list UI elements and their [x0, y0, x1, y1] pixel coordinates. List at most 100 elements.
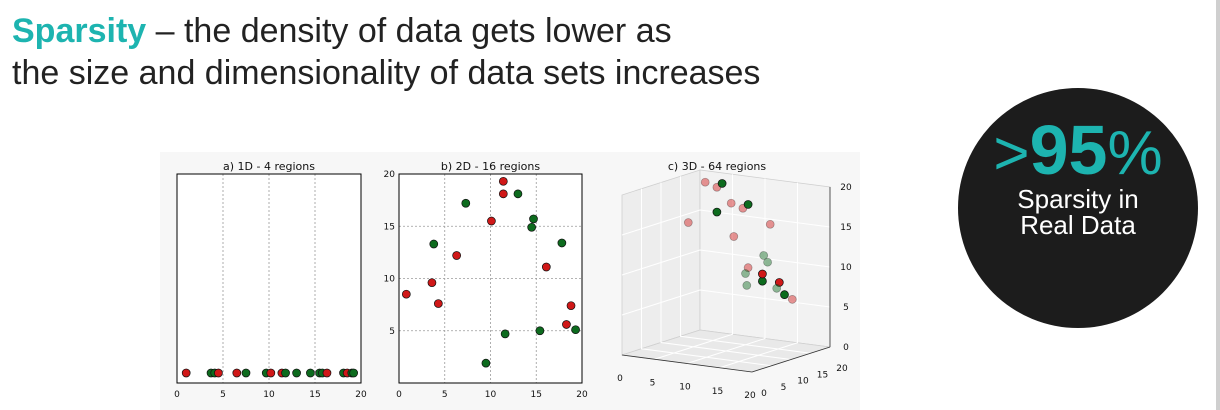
chart-b-point	[571, 325, 580, 335]
chart-c-point	[763, 257, 772, 267]
chart-a-point	[266, 368, 276, 378]
chart-a-point	[349, 368, 358, 378]
badge-stat: >95%	[958, 112, 1198, 192]
chart-c-y-tick-label: 10	[797, 377, 809, 387]
chart-c-point	[758, 269, 767, 279]
badge-value: 95	[1029, 111, 1108, 189]
right-edge-bar	[1216, 0, 1220, 410]
chart-c-point	[726, 198, 736, 208]
chart-c-y-axis	[751, 346, 831, 373]
chart-c-point	[759, 251, 769, 260]
chart-c-y-tick-label: 15	[817, 370, 828, 380]
chart-c-point	[765, 219, 775, 229]
sparsity-badge: >95% Sparsity in Real Data	[958, 88, 1198, 328]
chart-c-gridline	[660, 182, 792, 360]
chart-b-point	[513, 189, 523, 199]
chart-b-point	[498, 189, 508, 199]
sparsity-keyword: Sparsity	[12, 12, 147, 50]
chart-c-gridline	[621, 289, 831, 316]
badge-caption: Sparsity in Real Data	[958, 186, 1198, 238]
badge-caption-line-2: Real Data	[1020, 210, 1136, 240]
chart-a-title: a) 1D - 4 regions	[223, 160, 315, 173]
chart-a-point	[214, 368, 223, 378]
badge-percent: %	[1107, 119, 1163, 188]
chart-c-point	[758, 276, 767, 286]
chart-c-z-tick-label: 20	[840, 183, 852, 193]
chart-c-gridline	[719, 182, 798, 369]
chart-b-point	[527, 222, 537, 232]
chart-c-x-tick-label: 5	[650, 378, 656, 388]
chart-c-point	[743, 263, 753, 272]
chart-a-x-tick-label: 10	[263, 390, 275, 400]
chart-c-point	[717, 179, 727, 188]
badge-gt-sign: >	[993, 119, 1030, 188]
chart-c-z-tick-label: 5	[843, 303, 849, 313]
chart-b-point	[427, 278, 437, 288]
headline: Sparsity – the density of data gets lowe…	[12, 10, 760, 94]
chart-b-y-tick-label: 5	[389, 327, 395, 337]
badge-caption-line-1: Sparsity in	[1017, 184, 1139, 214]
chart-b-x-tick-label: 0	[396, 390, 402, 400]
chart-c-point	[712, 207, 722, 217]
chart-b-point	[557, 238, 567, 248]
chart-a-axes-frame	[176, 173, 362, 384]
chart-b-axes-frame	[398, 173, 583, 384]
chart-c-point	[741, 269, 750, 278]
chart-c-point	[780, 290, 789, 299]
chart-c-point	[683, 218, 693, 227]
chart-c-title: c) 3D - 64 regions	[668, 160, 767, 173]
chart-c-x-tick-label: 20	[744, 391, 756, 401]
chart-b-point	[529, 214, 538, 224]
chart-c-y-tick-label: 0	[761, 389, 767, 399]
chart-c-x-tick-label: 15	[712, 387, 723, 397]
chart-c-gridline	[686, 178, 766, 364]
chart-c-gridline	[641, 188, 772, 367]
chart-c-z-tick-label: 10	[840, 263, 852, 273]
chart-b-point	[429, 239, 439, 249]
chart-b-title: b) 2D - 16 regions	[441, 160, 540, 173]
chart-b-x-tick-label: 10	[485, 390, 497, 400]
headline-line-2: the size and dimensionality of data sets…	[12, 54, 761, 92]
chart-b-y-tick-label: 15	[384, 222, 395, 232]
chart-b-y-tick-label: 10	[384, 275, 396, 285]
headline-line-1: Sparsity – the density of data gets lowe…	[12, 10, 760, 52]
chart-b-point	[461, 198, 471, 208]
chart-b-point	[433, 299, 443, 308]
chart-a-x-tick-label: 20	[355, 390, 367, 400]
chart-c-point	[729, 232, 739, 241]
chart-a-point	[322, 368, 332, 378]
chart-c-gridline	[621, 249, 831, 276]
chart-c-gridline	[680, 176, 811, 354]
chart-a-point	[232, 368, 242, 378]
chart-c-x-tick-label: 0	[617, 374, 623, 384]
chart-c-point	[742, 281, 752, 290]
chart-c-point	[787, 295, 797, 304]
chart-b-point	[535, 326, 545, 336]
chart-b-point	[500, 329, 510, 339]
chart-b-point	[562, 320, 571, 329]
chart-c-gridline	[654, 174, 733, 360]
chart-c-point	[774, 278, 784, 287]
chart-c-point	[700, 177, 710, 187]
chart-c-x-tick-label: 10	[679, 383, 691, 393]
chart-b-point	[487, 216, 496, 226]
chart-a-point	[306, 368, 315, 378]
headline-line-1-text: – the density of data gets lower as	[146, 12, 672, 50]
chart-b-y-tick-label: 20	[384, 170, 396, 180]
chart-b-point	[401, 289, 411, 299]
chart-a-point	[241, 368, 251, 378]
chart-b-x-tick-label: 20	[576, 390, 588, 400]
chart-a-x-tick-label: 5	[220, 390, 226, 400]
chart-c-y-tick-label: 5	[781, 383, 787, 393]
chart-a-point	[281, 368, 290, 378]
chart-a-x-tick-label: 15	[309, 390, 320, 400]
chart-b-x-tick-label: 5	[442, 390, 448, 400]
chart-c-point	[772, 284, 782, 293]
chart-b-point	[498, 176, 508, 186]
chart-b-point	[481, 358, 491, 368]
chart-b-point	[452, 251, 461, 260]
chart-c-y-tick-label: 20	[836, 364, 848, 374]
chart-b-point	[541, 262, 551, 272]
chart-c-x-axis	[621, 354, 753, 373]
